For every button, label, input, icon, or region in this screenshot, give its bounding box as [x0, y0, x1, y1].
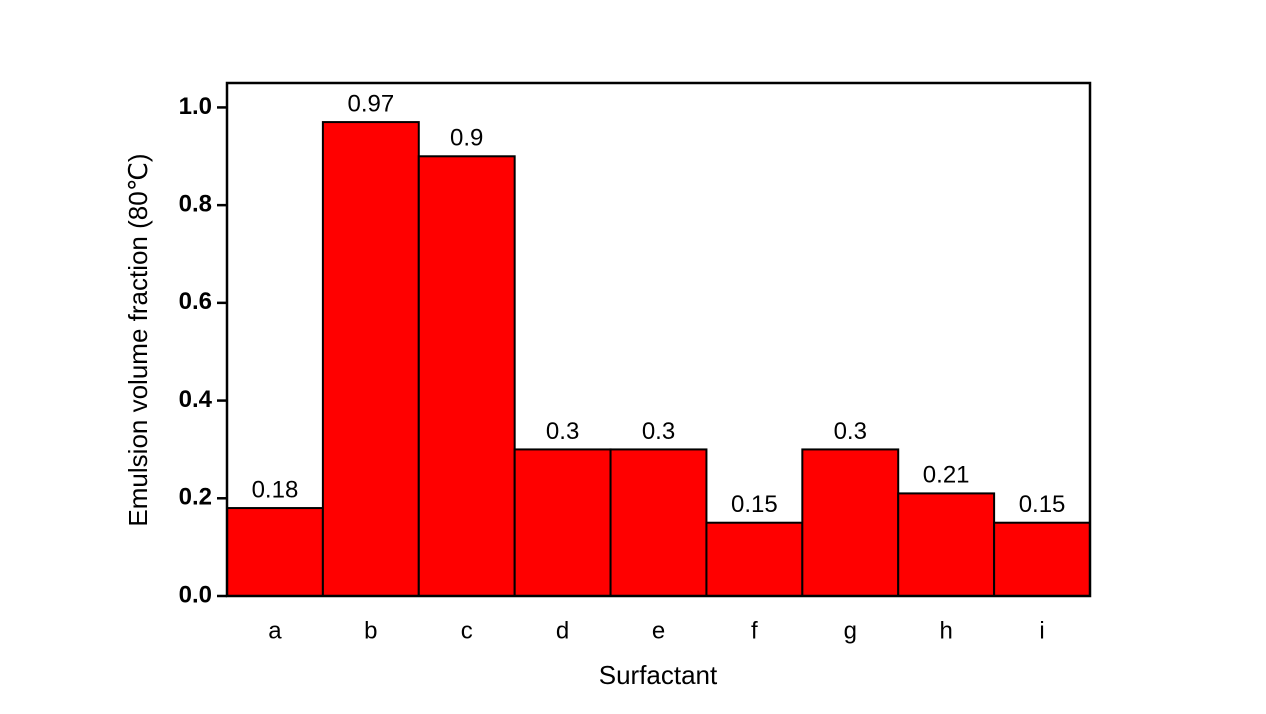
x-tick-label: b — [364, 617, 377, 644]
y-axis-title: Emulsion volume fraction (80℃) — [123, 153, 153, 526]
value-label: 0.15 — [731, 491, 778, 518]
value-label: 0.18 — [252, 476, 299, 503]
bar — [321, 121, 420, 597]
x-tick-label: e — [652, 617, 665, 644]
y-tick-label: 0.2 — [179, 484, 212, 511]
value-label: 0.3 — [642, 418, 675, 445]
x-tick-label: d — [556, 617, 569, 644]
bar — [609, 448, 708, 597]
bar — [993, 521, 1091, 598]
y-tick-label: 1.0 — [179, 93, 212, 120]
x-tick-label: a — [268, 617, 282, 644]
x-tick-label: i — [1039, 617, 1044, 644]
bar — [226, 507, 324, 597]
value-label: 0.9 — [450, 125, 483, 152]
y-tick-label: 0.8 — [179, 190, 212, 217]
x-tick-label: f — [751, 617, 758, 644]
x-tick-label: g — [844, 617, 857, 644]
bar — [705, 521, 804, 598]
y-tick-label: 0.6 — [179, 288, 212, 315]
value-label: 0.21 — [923, 462, 970, 489]
bar — [897, 492, 996, 597]
x-tick-label: c — [461, 617, 473, 644]
x-axis-title: Surfactant — [599, 660, 718, 690]
bar — [513, 448, 612, 597]
value-label: 0.97 — [347, 90, 394, 117]
y-tick-label: 0.4 — [179, 386, 213, 413]
value-label: 0.15 — [1019, 491, 1066, 518]
value-label: 0.3 — [546, 418, 579, 445]
x-tick-label: h — [939, 617, 952, 644]
value-label: 0.3 — [834, 418, 867, 445]
bar — [801, 448, 900, 597]
plot-frame — [225, 81, 1092, 598]
bar — [417, 155, 516, 598]
y-tick-label: 0.0 — [179, 581, 212, 608]
